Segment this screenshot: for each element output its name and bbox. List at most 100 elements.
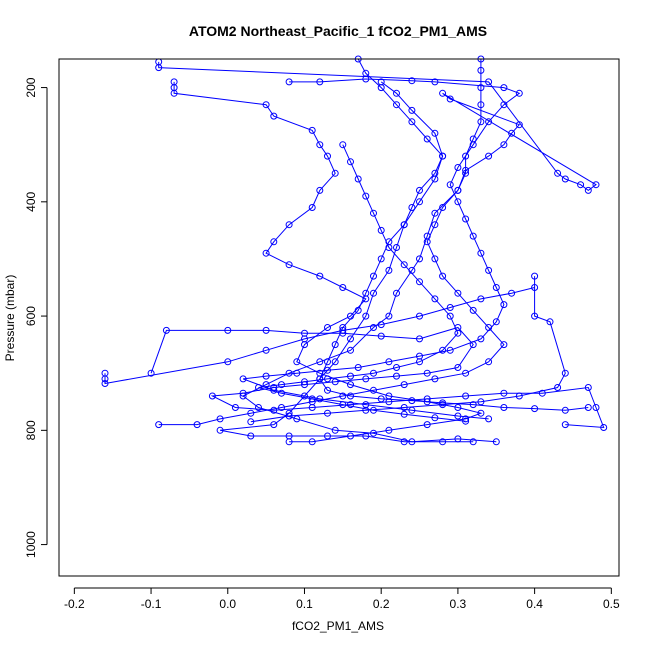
data-point [477, 66, 485, 74]
data-point [385, 358, 393, 366]
data-point [423, 238, 431, 246]
data-point [462, 392, 470, 400]
data-point [477, 295, 485, 303]
data-point [354, 175, 362, 183]
x-tick-label: 0.2 [373, 597, 390, 611]
data-point [577, 181, 585, 189]
data-point [316, 186, 324, 194]
data-point [454, 404, 462, 411]
data-point [477, 84, 485, 92]
series-7 [239, 75, 523, 423]
data-point [324, 152, 331, 160]
data-point [331, 341, 339, 349]
data-point [347, 335, 354, 343]
data-point [431, 375, 439, 383]
data-point [469, 401, 477, 409]
data-point [301, 392, 308, 400]
data-point [393, 244, 400, 251]
data-point [515, 121, 523, 129]
data-point [431, 129, 439, 137]
x-tick-label: 0.1 [296, 597, 313, 611]
data-point [339, 284, 347, 291]
data-point [339, 392, 347, 400]
data-point [385, 244, 393, 251]
data-point [469, 141, 477, 149]
data-point [485, 266, 493, 274]
data-point [370, 386, 377, 394]
data-point [439, 204, 447, 211]
data-point [331, 358, 339, 366]
data-point [262, 346, 270, 354]
data-point [592, 181, 600, 189]
data-point [308, 395, 316, 403]
data-point [538, 389, 546, 397]
data-point [439, 346, 447, 354]
data-point [377, 321, 385, 329]
series-6 [316, 55, 592, 414]
data-point [416, 312, 423, 320]
data-point [462, 417, 470, 425]
data-point [439, 89, 447, 97]
data-point [247, 432, 255, 440]
data-point [278, 389, 285, 397]
data-point [308, 126, 316, 134]
data-point [239, 375, 247, 383]
data-point [492, 284, 500, 291]
data-point [454, 186, 462, 194]
data-point [308, 204, 316, 211]
data-point [316, 395, 324, 403]
data-point [400, 404, 408, 411]
data-point [324, 324, 331, 331]
series-line [104, 276, 566, 423]
data-point [331, 378, 339, 386]
data-point [469, 232, 477, 240]
data-point [454, 164, 462, 171]
data-point [231, 404, 239, 411]
data-point [347, 372, 354, 380]
data-point [454, 412, 462, 420]
data-point [400, 221, 408, 229]
series-5 [155, 55, 508, 429]
plot-frame [58, 58, 620, 577]
data-point [500, 84, 508, 92]
data-point [347, 392, 354, 400]
data-point [262, 249, 270, 257]
data-point [147, 369, 155, 377]
data-point [531, 405, 539, 413]
data-point [101, 380, 109, 387]
data-point [285, 432, 293, 440]
data-point [324, 375, 331, 383]
data-point [462, 415, 470, 423]
data-point [477, 409, 485, 417]
data-point [385, 426, 393, 434]
data-point [561, 406, 569, 414]
data-point [339, 401, 347, 409]
data-point [316, 375, 324, 383]
data-point [362, 375, 370, 383]
data-point [393, 101, 400, 109]
data-point [324, 409, 331, 417]
data-point [462, 169, 470, 177]
data-point [224, 358, 232, 366]
data-point [423, 369, 431, 377]
data-point [454, 289, 462, 297]
series-2 [101, 272, 569, 426]
data-point [301, 329, 308, 337]
data-point [431, 221, 439, 229]
data-point [308, 438, 316, 446]
data-point [393, 289, 400, 297]
data-point [362, 289, 370, 297]
x-tick-label: 0.0 [219, 597, 236, 611]
data-point [431, 255, 439, 263]
data-point [431, 295, 439, 303]
series-3 [147, 324, 608, 431]
data-point [255, 384, 262, 391]
data-point [377, 255, 385, 263]
data-point [377, 395, 385, 403]
data-point [155, 64, 163, 72]
data-point [485, 78, 493, 86]
y-axis: 200 400 600 800 1000 [24, 77, 48, 558]
data-point [439, 438, 447, 446]
data-point [485, 415, 493, 423]
data-point [347, 346, 354, 354]
